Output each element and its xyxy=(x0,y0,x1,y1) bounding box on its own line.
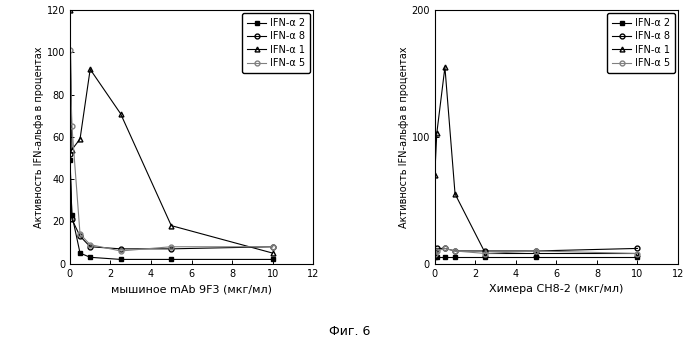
IFN-α 8 xyxy=(167,247,175,251)
IFN-α 1 xyxy=(68,147,76,151)
IFN-α 2 xyxy=(440,255,449,259)
Line: IFN-α 5: IFN-α 5 xyxy=(433,246,640,256)
IFN-α 2 xyxy=(116,258,124,262)
IFN-α 8 xyxy=(86,245,94,249)
Text: Фиг. 6: Фиг. 6 xyxy=(329,324,370,338)
IFN-α 1 xyxy=(167,224,175,228)
Line: IFN-α 1: IFN-α 1 xyxy=(433,65,640,256)
IFN-α 5 xyxy=(433,249,441,253)
IFN-α 1 xyxy=(532,251,540,256)
IFN-α 8 xyxy=(440,246,449,250)
IFN-α 1 xyxy=(75,137,85,141)
Y-axis label: Активность IFN-альфа в процентах: Активность IFN-альфа в процентах xyxy=(398,46,409,227)
IFN-α 1 xyxy=(433,131,441,135)
IFN-α 2 xyxy=(431,255,439,259)
IFN-α 5 xyxy=(86,243,94,247)
IFN-α 8 xyxy=(75,234,85,238)
IFN-α 5 xyxy=(66,48,74,52)
IFN-α 5 xyxy=(167,245,175,249)
IFN-α 1 xyxy=(116,112,124,116)
IFN-α 8 xyxy=(633,246,642,250)
IFN-α 2 xyxy=(481,255,489,259)
IFN-α 1 xyxy=(440,65,449,69)
X-axis label: Химера CH8-2 (мкг/мл): Химера CH8-2 (мкг/мл) xyxy=(489,284,624,294)
IFN-α 8 xyxy=(433,246,441,250)
IFN-α 5 xyxy=(431,251,439,256)
Legend: IFN-α 2, IFN-α 8, IFN-α 1, IFN-α 5: IFN-α 2, IFN-α 8, IFN-α 1, IFN-α 5 xyxy=(242,13,310,73)
IFN-α 8 xyxy=(116,247,124,251)
IFN-α 2 xyxy=(66,158,74,162)
IFN-α 5 xyxy=(68,124,76,128)
IFN-α 5 xyxy=(268,245,277,249)
Line: IFN-α 1: IFN-α 1 xyxy=(68,8,275,256)
IFN-α 2 xyxy=(633,255,642,259)
IFN-α 1 xyxy=(633,251,642,256)
IFN-α 5 xyxy=(440,246,449,250)
IFN-α 2 xyxy=(75,251,85,255)
Line: IFN-α 2: IFN-α 2 xyxy=(433,255,640,260)
IFN-α 5 xyxy=(532,249,540,253)
IFN-α 1 xyxy=(66,8,74,12)
IFN-α 8 xyxy=(68,217,76,221)
IFN-α 8 xyxy=(451,249,459,253)
IFN-α 2 xyxy=(68,213,76,217)
IFN-α 5 xyxy=(116,249,124,253)
Line: IFN-α 8: IFN-α 8 xyxy=(433,246,640,254)
Line: IFN-α 8: IFN-α 8 xyxy=(68,151,275,251)
Line: IFN-α 2: IFN-α 2 xyxy=(68,158,275,262)
IFN-α 8 xyxy=(66,152,74,156)
IFN-α 8 xyxy=(431,249,439,253)
IFN-α 2 xyxy=(451,255,459,259)
IFN-α 8 xyxy=(481,249,489,253)
Legend: IFN-α 2, IFN-α 8, IFN-α 1, IFN-α 5: IFN-α 2, IFN-α 8, IFN-α 1, IFN-α 5 xyxy=(607,13,675,73)
IFN-α 1 xyxy=(268,251,277,255)
IFN-α 2 xyxy=(433,255,441,259)
IFN-α 2 xyxy=(532,255,540,259)
IFN-α 5 xyxy=(75,232,85,236)
IFN-α 1 xyxy=(431,173,439,177)
Line: IFN-α 5: IFN-α 5 xyxy=(68,48,275,254)
X-axis label: мышиное mAb 9F3 (мкг/мл): мышиное mAb 9F3 (мкг/мл) xyxy=(111,284,272,294)
IFN-α 1 xyxy=(451,192,459,196)
IFN-α 8 xyxy=(532,249,540,253)
IFN-α 2 xyxy=(86,255,94,259)
Y-axis label: Активность IFN-альфа в процентах: Активность IFN-альфа в процентах xyxy=(34,46,44,227)
IFN-α 1 xyxy=(481,251,489,256)
IFN-α 1 xyxy=(86,67,94,71)
IFN-α 5 xyxy=(633,251,642,256)
IFN-α 5 xyxy=(451,249,459,253)
IFN-α 5 xyxy=(481,251,489,256)
IFN-α 2 xyxy=(268,258,277,262)
IFN-α 8 xyxy=(268,245,277,249)
IFN-α 2 xyxy=(167,258,175,262)
